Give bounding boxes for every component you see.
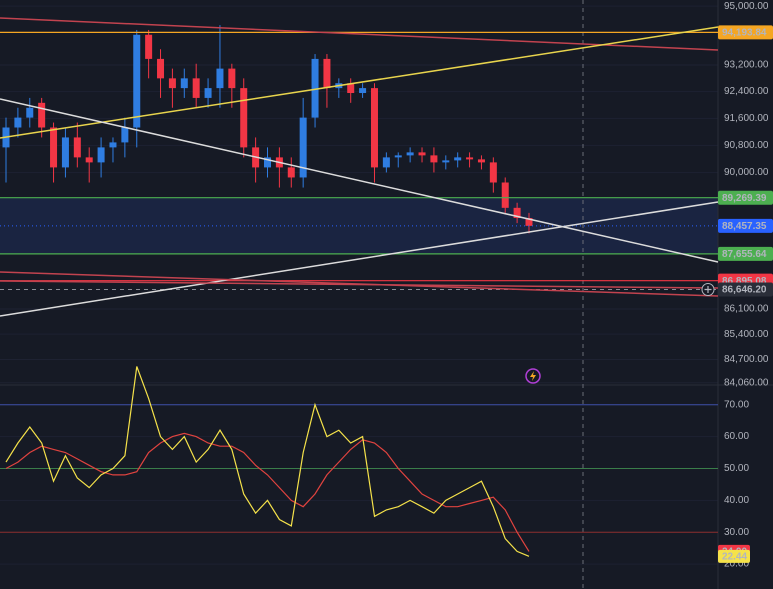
y-tick-label: 84,060.00 [724, 377, 769, 388]
y-tick-label: 90,800.00 [724, 140, 769, 151]
candle-body [406, 152, 414, 156]
trend-line [0, 26, 719, 139]
candle-body [513, 207, 521, 219]
candle-body [311, 58, 319, 118]
y-tick-label: 95,000.00 [724, 1, 769, 12]
candle-body [287, 167, 295, 178]
y-tick-label: 20.00 [724, 559, 749, 570]
trend-lines [0, 17, 719, 317]
candle-body [394, 155, 402, 158]
y-tick-label: 92,400.00 [724, 86, 769, 97]
trend-line [0, 280, 719, 289]
candle-body [466, 157, 474, 160]
candle-body [192, 78, 200, 98]
candle-body [85, 157, 93, 163]
candle-body [382, 157, 390, 168]
price-tag [718, 25, 773, 40]
candle-body [347, 83, 355, 94]
y-tick-label: 70.00 [724, 399, 749, 410]
candle-body [168, 78, 176, 89]
axis-layer: 95,000.00 93,200.00 92,400.00 91,600.00 90,8… [701, 1, 773, 570]
candle-body [477, 159, 485, 163]
price-tag [718, 246, 773, 261]
candle-body [240, 88, 248, 148]
alert-bolt[interactable] [530, 371, 536, 381]
candle-body [501, 182, 509, 208]
trend-line [0, 201, 719, 317]
y-tick-label: 91,600.00 [724, 113, 769, 124]
candle-body [228, 68, 236, 89]
alert-icon[interactable] [525, 368, 541, 384]
candle-body [323, 58, 331, 89]
candle-body [180, 78, 188, 89]
candle-body [204, 88, 212, 98]
candle-body [489, 162, 497, 183]
y-tick-label: 40.00 [724, 495, 749, 506]
candle-body [14, 117, 22, 128]
price-tag-label: 88,457.35 [722, 221, 767, 232]
y-tick-label: 90,000.00 [724, 167, 769, 178]
candle-body [133, 34, 141, 128]
crosshair-tag [718, 282, 773, 297]
price-tag-label: 86,895.08 [722, 276, 767, 287]
candle-body [525, 218, 533, 226]
candle-body [109, 142, 117, 148]
candle-body [38, 102, 46, 128]
crosshair-tag-label: 86,646.20 [722, 285, 767, 296]
candle-body [370, 88, 378, 168]
add-alert-plus[interactable] [704, 286, 712, 294]
candle-body [145, 34, 153, 59]
y-tick-label: 60.00 [724, 431, 749, 442]
indicator-line [5, 366, 530, 557]
candle-body [299, 117, 307, 178]
y-tick-label: 50.00 [724, 463, 749, 474]
trend-line [0, 17, 719, 51]
alert-circle[interactable] [525, 368, 541, 384]
candle-body [442, 160, 450, 163]
zone-layer [0, 197, 718, 254]
y-tick-label: 84,700.00 [724, 354, 769, 365]
price-tag [718, 190, 773, 205]
y-tick-label: 30.00 [724, 527, 749, 538]
candle-body [61, 137, 69, 168]
level-zone [0, 197, 718, 254]
trend-line [0, 98, 719, 263]
value-tag [718, 549, 750, 563]
y-tick-label: 86,100.00 [724, 304, 769, 315]
candle-body [430, 155, 438, 163]
candle-body [121, 127, 129, 143]
candle-body [97, 147, 105, 163]
candle-body [418, 152, 426, 156]
value-tag-label: 22.44 [722, 551, 747, 562]
price-tag-label: 94,193.84 [722, 28, 767, 39]
y-tick-label: 93,200.00 [724, 60, 769, 71]
price-tag-label: 89,269.39 [722, 193, 767, 204]
price-tag [718, 218, 773, 233]
candle-body [73, 137, 81, 158]
candle-body [50, 127, 58, 168]
candle-body [26, 107, 34, 118]
candle-body [359, 88, 367, 94]
price-tag-label: 87,655.64 [722, 249, 767, 260]
candle-body [264, 157, 271, 168]
candle-body [157, 58, 165, 79]
candle-body [454, 157, 462, 161]
candle-body [216, 68, 224, 89]
y-tick-label: 85,400.00 [724, 329, 769, 340]
